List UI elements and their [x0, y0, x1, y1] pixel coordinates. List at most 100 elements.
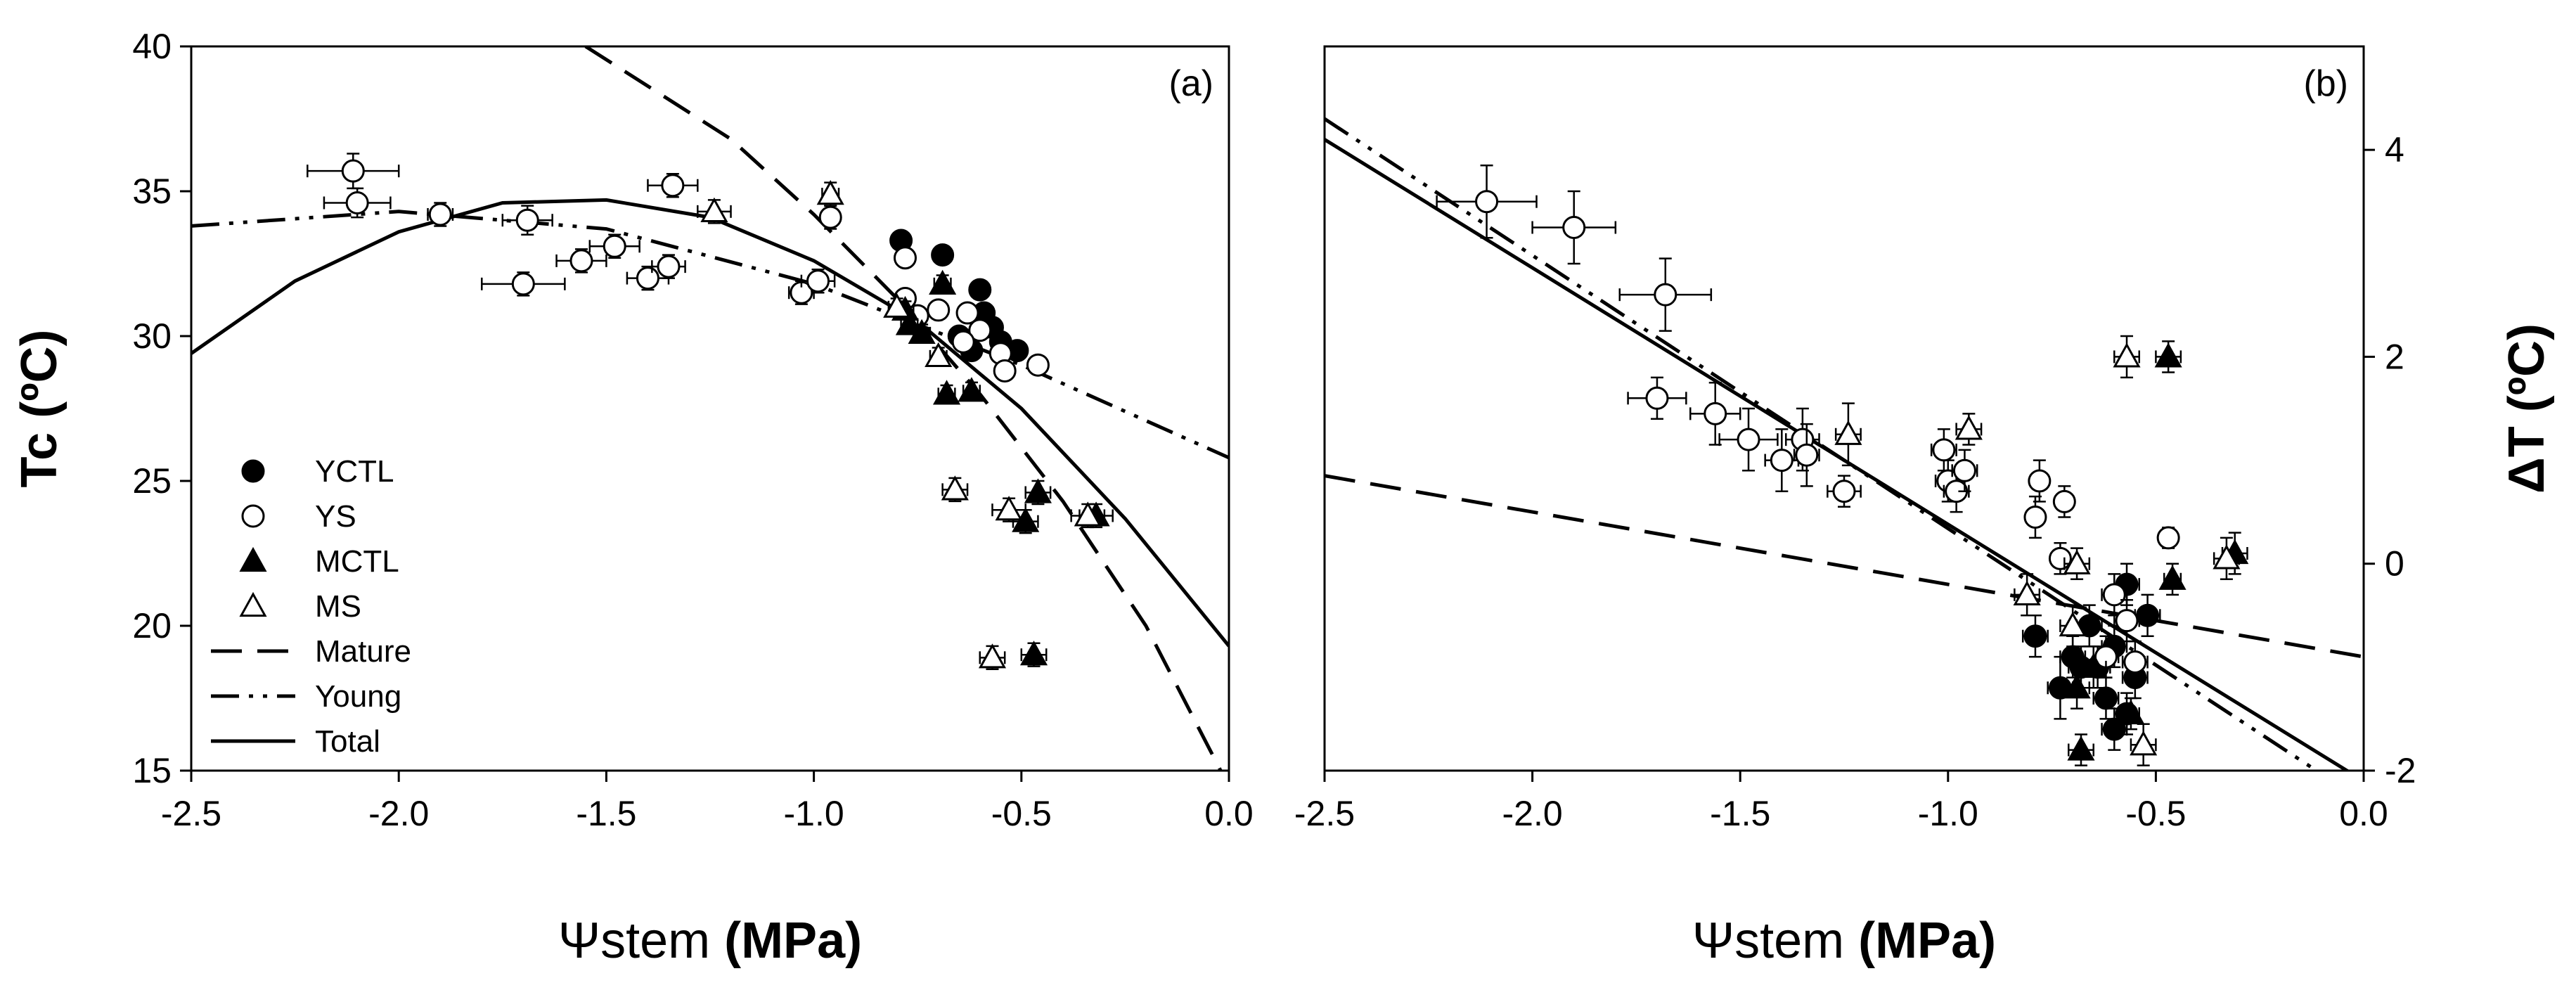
- plot-frame-b: [1323, 45, 2365, 772]
- marker-circle-open: [2028, 469, 2052, 493]
- point-ys-b: [1436, 164, 1538, 239]
- marker-circle-open: [1952, 458, 1976, 482]
- marker-circle-open: [2102, 583, 2126, 607]
- x-tick-label: -1.0: [784, 794, 844, 833]
- panel-label-a: (a): [1168, 63, 1213, 104]
- marker-circle-open: [428, 202, 452, 226]
- point-ys-a: [951, 330, 975, 354]
- marker-triangle-open: [1074, 501, 1102, 527]
- point-ys-a: [626, 265, 670, 291]
- x-tick-label: -1.0: [1918, 794, 1978, 833]
- y-tick-label: 2: [2385, 337, 2404, 376]
- x-axis-title-b-symbol: Ψ: [1692, 913, 1734, 969]
- y-tick-label: 0: [2385, 544, 2404, 584]
- marker-circle-open: [1795, 443, 1819, 467]
- marker-circle-open: [2115, 609, 2139, 633]
- marker-circle-open: [818, 205, 842, 229]
- data-points-b: [1436, 164, 2249, 766]
- y-tick-label: 20: [132, 606, 172, 645]
- point-ms-a: [1070, 501, 1106, 529]
- marker-circle-open: [657, 255, 681, 278]
- marker-circle-open: [955, 301, 979, 325]
- x-axis-title-b: Ψstem (MPa): [1692, 913, 1996, 969]
- marker-circle-open: [1770, 449, 1793, 472]
- panel-b: -2.5 -2.0 -1.5 -1.0 -0.5 0.0 -2 0 2 4 (b): [1294, 45, 2416, 833]
- marker-triangle-open: [883, 292, 911, 318]
- marker-triangle-filled: [908, 319, 936, 344]
- marker-triangle-open: [2213, 544, 2241, 570]
- marker-circle-open: [968, 319, 992, 342]
- point-ms-a: [941, 475, 969, 503]
- x-axis-title-a-unit: (MPa): [724, 913, 862, 969]
- point-ys-a: [555, 248, 607, 274]
- point-ys-a: [323, 187, 392, 219]
- x-tick-label: -2.0: [1502, 794, 1563, 833]
- point-ys-b: [2052, 485, 2076, 518]
- legend-label: MCTL: [315, 544, 399, 579]
- marker-circle-open: [927, 298, 951, 322]
- marker-triangle-filled: [958, 377, 986, 402]
- marker-circle-open: [2052, 489, 2076, 513]
- axes-a: -2.5 -2.0 -1.5 -1.0 -0.5 0.0 15 20 25 30 35 40: [132, 27, 1253, 833]
- point-mctl-a: [1024, 478, 1052, 506]
- point-ys-b: [1627, 376, 1687, 420]
- plot-frame-a: [190, 45, 1230, 772]
- y-tick-label: -2: [2385, 751, 2416, 790]
- marker-circle-open: [1704, 401, 1727, 425]
- point-ys-b: [1689, 381, 1741, 446]
- y-tick-label: 15: [132, 751, 172, 790]
- point-mctl-b: [2067, 733, 2095, 766]
- axes-b: -2.5 -2.0 -1.5 -1.0 -0.5 0.0 -2 0 2 4: [1294, 130, 2416, 833]
- marker-circle-open: [569, 249, 593, 273]
- legend-entry-ys: YS: [241, 499, 356, 534]
- point-ms-b: [1954, 413, 1983, 446]
- marker-triangle-filled: [2158, 565, 2187, 590]
- marker-triangle-filled: [2154, 342, 2182, 368]
- x-tick-label: -0.5: [991, 794, 1052, 833]
- y-tick-label: 35: [132, 172, 172, 211]
- point-ms-b: [2113, 335, 2141, 379]
- marker-circle-open: [993, 359, 1017, 382]
- point-ms-b: [2063, 547, 2091, 581]
- marker-circle-open: [1026, 353, 1050, 377]
- marker-triangle-open: [2059, 611, 2087, 637]
- x-tick-label: -2.5: [161, 794, 221, 833]
- x-tick-label: 0.0: [2339, 794, 2388, 833]
- x-axis-title-b-text: stem: [1734, 913, 1858, 969]
- point-ms-a: [925, 342, 953, 367]
- legend-entry-mctl: MCTL: [239, 544, 399, 579]
- x-axis-title-a: Ψstem (MPa): [558, 913, 862, 969]
- legend-marker-triangle-open: [239, 591, 267, 617]
- point-ms-a: [883, 292, 911, 318]
- point-ys-b: [1764, 428, 1800, 492]
- point-ys-a: [955, 301, 979, 325]
- point-mctl-b: [2154, 340, 2182, 373]
- point-ys-a: [893, 246, 917, 270]
- legend-label: YS: [315, 499, 356, 534]
- legend-label: YCTL: [315, 454, 394, 489]
- y-tick-label: 25: [132, 461, 172, 501]
- point-ms-a: [978, 643, 1007, 671]
- legend-entry-young: Young: [211, 679, 401, 714]
- x-tick-label: -0.5: [2125, 794, 2186, 833]
- marker-triangle-open: [1834, 420, 1862, 445]
- marker-triangle-open: [816, 180, 844, 205]
- marker-triangle-open: [978, 643, 1007, 669]
- point-mctl-a: [932, 380, 961, 405]
- marker-triangle-open: [700, 197, 728, 222]
- point-ys-a: [818, 205, 842, 230]
- legend: YCTL YS MCTL MS Mature Young Total: [211, 454, 411, 759]
- marker-circle-open: [603, 234, 626, 258]
- point-ys-b: [2028, 459, 2052, 503]
- legend-label: Young: [315, 679, 401, 714]
- fit-line-young-a: [191, 210, 1229, 460]
- point-mctl-a: [929, 269, 957, 295]
- point-yctl-a: [931, 243, 955, 267]
- marker-triangle-open: [995, 496, 1023, 521]
- y-tick-label: 4: [2385, 130, 2404, 169]
- fit-line-total-a: [191, 198, 1229, 648]
- point-ms-b: [2130, 723, 2158, 766]
- marker-circle-open: [636, 266, 659, 290]
